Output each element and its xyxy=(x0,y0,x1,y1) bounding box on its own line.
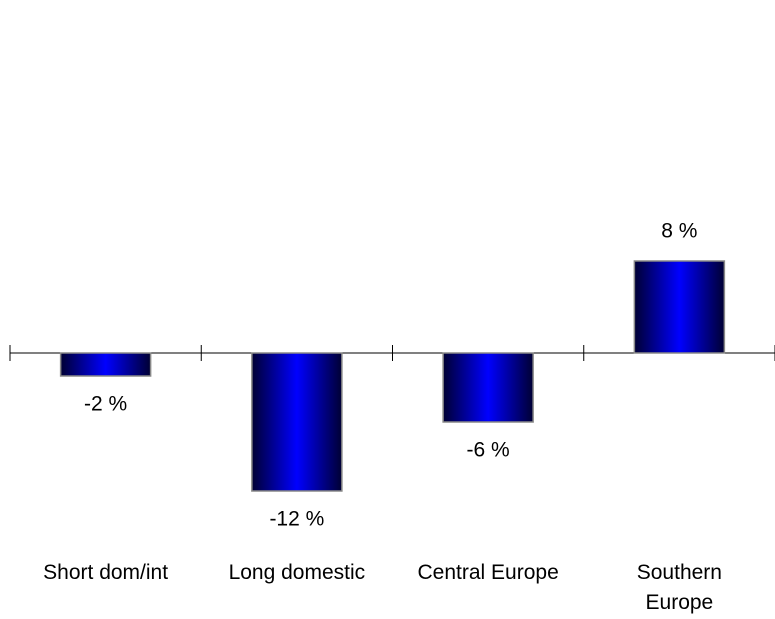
x-tick-label: Short dom/int xyxy=(43,561,169,584)
value-label: -2 % xyxy=(84,393,127,416)
bar xyxy=(59,352,152,377)
value-label: -12 % xyxy=(269,508,324,531)
x-tick-label: Southern Europe xyxy=(636,561,722,614)
x-tick-label: Central Europe xyxy=(417,561,559,584)
value-label: -6 % xyxy=(467,439,510,462)
bar xyxy=(251,352,343,492)
x-tick-label: Long domestic xyxy=(228,561,366,584)
bar xyxy=(633,260,726,354)
bar xyxy=(442,352,534,423)
value-label: 8 % xyxy=(661,220,697,243)
